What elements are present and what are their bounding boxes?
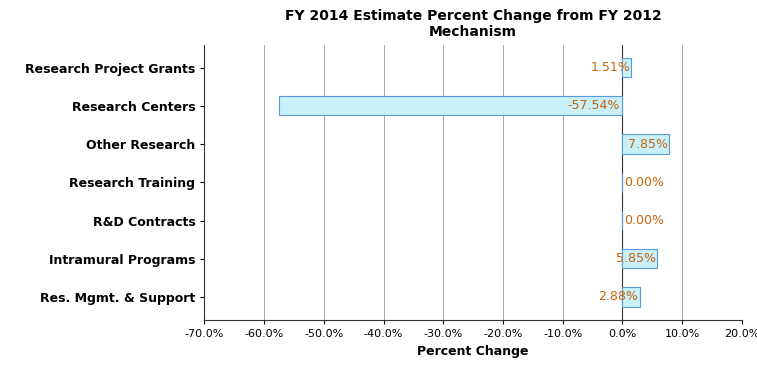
Bar: [622, 135, 669, 154]
Bar: [622, 288, 640, 307]
Text: 0.00%: 0.00%: [625, 214, 664, 227]
Bar: [279, 96, 622, 115]
Bar: [622, 58, 631, 77]
Title: FY 2014 Estimate Percent Change from FY 2012
Mechanism: FY 2014 Estimate Percent Change from FY …: [285, 9, 662, 39]
Text: 1.51%: 1.51%: [590, 61, 631, 74]
Text: 0.00%: 0.00%: [625, 176, 664, 189]
Text: -57.54%: -57.54%: [567, 99, 619, 112]
Bar: [622, 249, 657, 268]
Text: 5.85%: 5.85%: [616, 252, 656, 265]
Text: 2.88%: 2.88%: [599, 291, 638, 304]
Text: 7.85%: 7.85%: [628, 138, 668, 151]
X-axis label: Percent Change: Percent Change: [417, 344, 529, 357]
